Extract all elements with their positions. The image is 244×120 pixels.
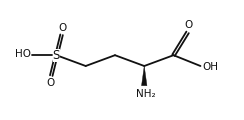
Text: NH₂: NH₂ <box>136 89 155 99</box>
Text: O: O <box>185 20 193 30</box>
Text: O: O <box>47 78 55 88</box>
Text: S: S <box>53 49 60 62</box>
Polygon shape <box>142 66 147 86</box>
Text: HO: HO <box>15 49 31 60</box>
Text: OH: OH <box>202 62 218 72</box>
Text: O: O <box>58 23 66 33</box>
